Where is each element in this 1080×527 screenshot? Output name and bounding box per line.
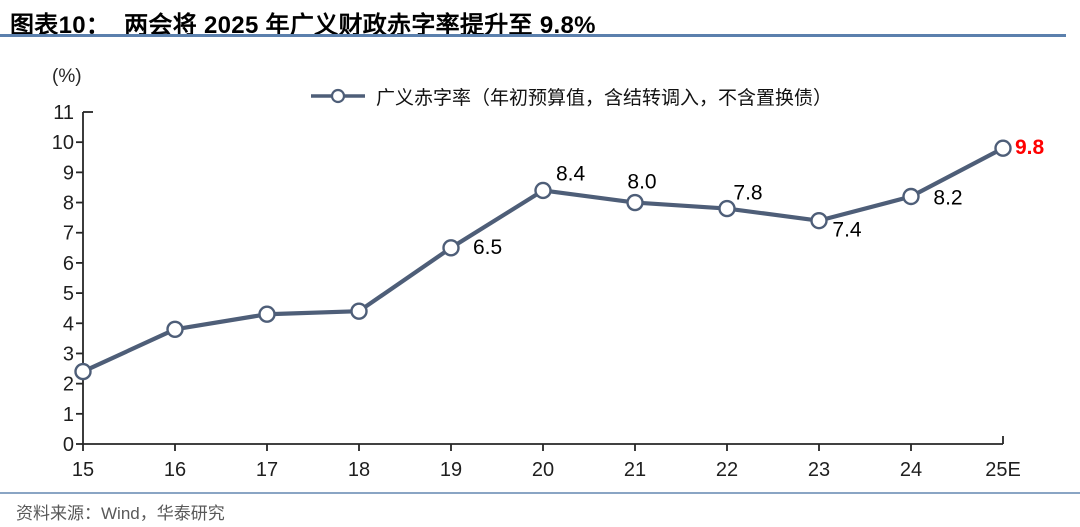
x-tick-label: 17: [256, 459, 278, 481]
legend-line-marker-icon: [310, 88, 365, 104]
title-divider: [0, 34, 1066, 37]
data-point-label: 8.0: [627, 171, 656, 194]
data-point-label: 8.4: [556, 162, 586, 185]
data-point: [350, 302, 368, 320]
data-point: [166, 320, 184, 339]
y-tick-label: 10: [52, 132, 74, 154]
x-tick-label: 16: [164, 459, 186, 481]
y-tick-label: 11: [53, 102, 74, 124]
data-point-label: 7.8: [733, 182, 762, 205]
y-tick-label: 0: [63, 434, 74, 456]
data-point: [718, 199, 736, 218]
y-tick-label: 6: [63, 253, 74, 275]
data-point-label: 7.4: [832, 219, 862, 242]
x-tick-label: 15: [72, 459, 94, 481]
footer-divider: [0, 492, 1080, 494]
y-tick-label: 3: [63, 343, 74, 365]
data-point: [534, 181, 552, 200]
y-axis-unit-label: (%): [52, 66, 82, 87]
data-point: [442, 239, 460, 257]
series-line: [80, 146, 1006, 374]
legend: 广义赤字率（年初预算值，含结转调入，不含置换债）: [0, 82, 1080, 110]
x-tick-label: 20: [532, 459, 554, 481]
y-tick-label: 4: [63, 313, 74, 335]
y-tick-label: 1: [63, 404, 74, 426]
data-point-label: 8.2: [933, 187, 962, 210]
data-point: [902, 187, 920, 206]
x-tick-label: 19: [440, 459, 462, 481]
source-note: 资料来源：Wind，华泰研究: [16, 504, 225, 523]
x-tick-label: 18: [348, 459, 370, 481]
y-tick-label: 7: [63, 223, 74, 245]
x-tick-label: 22: [716, 459, 738, 481]
legend-marker-circle: [330, 88, 346, 104]
y-tick-label: 8: [63, 193, 74, 215]
data-point: [626, 193, 644, 212]
data-point: [994, 139, 1012, 157]
data-point: [258, 305, 276, 323]
x-tick-label: 23: [808, 459, 830, 481]
legend-label: 广义赤字率（年初预算值，含结转调入，不含置换债）: [375, 87, 832, 109]
data-point-label: 6.5: [473, 236, 502, 259]
x-tick-label: 24: [900, 459, 922, 481]
data-point: [810, 211, 828, 230]
y-tick-label: 9: [63, 162, 74, 184]
x-tick-label: 25E: [985, 459, 1021, 481]
data-point: [74, 362, 92, 381]
data-point-label-highlight: 9.8: [1015, 136, 1045, 159]
y-tick-label: 5: [63, 283, 74, 305]
x-tick-label: 21: [624, 459, 646, 481]
y-tick-label: 2: [63, 374, 74, 396]
